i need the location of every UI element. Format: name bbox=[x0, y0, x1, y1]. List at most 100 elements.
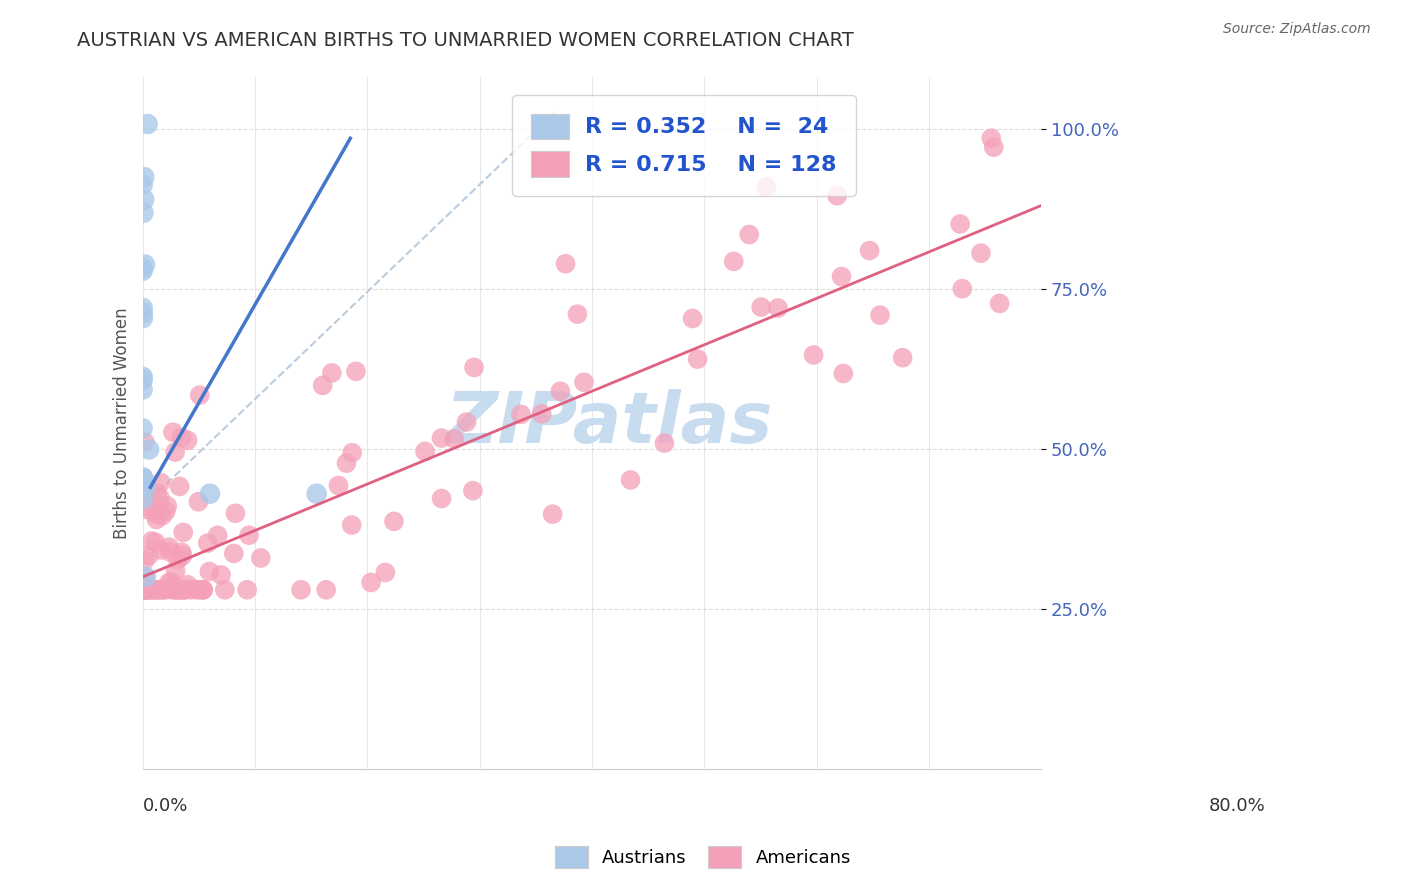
Legend: Austrians, Americans: Austrians, Americans bbox=[544, 835, 862, 879]
Americans bbox=[152, 582, 174, 597]
Americans bbox=[165, 564, 187, 578]
Americans bbox=[983, 140, 1005, 154]
Americans bbox=[430, 491, 453, 506]
Americans bbox=[949, 217, 972, 231]
Americans bbox=[554, 257, 576, 271]
Americans bbox=[619, 473, 641, 487]
Americans bbox=[315, 582, 337, 597]
Americans bbox=[236, 582, 259, 597]
Americans bbox=[142, 582, 165, 597]
Americans bbox=[139, 582, 162, 597]
Americans bbox=[134, 435, 156, 450]
Americans bbox=[169, 479, 191, 493]
Americans bbox=[456, 415, 478, 429]
Austrians bbox=[131, 261, 153, 276]
Americans bbox=[344, 364, 367, 378]
Americans bbox=[430, 431, 453, 445]
Americans bbox=[134, 570, 156, 584]
Austrians bbox=[132, 306, 155, 320]
Americans bbox=[134, 480, 156, 494]
Austrians bbox=[131, 421, 153, 435]
Austrians bbox=[134, 258, 156, 272]
Austrians bbox=[131, 301, 153, 315]
Americans bbox=[374, 566, 396, 580]
Austrians bbox=[131, 471, 153, 485]
Americans bbox=[766, 301, 789, 315]
Americans bbox=[159, 545, 181, 559]
Americans bbox=[150, 542, 173, 557]
Americans bbox=[145, 507, 167, 521]
Americans bbox=[209, 568, 232, 582]
Americans bbox=[222, 546, 245, 560]
Americans bbox=[172, 582, 194, 597]
Americans bbox=[172, 525, 194, 540]
Americans bbox=[832, 367, 855, 381]
Americans bbox=[567, 307, 589, 321]
Americans bbox=[176, 434, 198, 448]
Text: AUSTRIAN VS AMERICAN BIRTHS TO UNMARRIED WOMEN CORRELATION CHART: AUSTRIAN VS AMERICAN BIRTHS TO UNMARRIED… bbox=[77, 31, 853, 50]
Americans bbox=[340, 518, 363, 533]
Austrians bbox=[198, 486, 221, 500]
Americans bbox=[755, 180, 778, 194]
Americans bbox=[572, 376, 595, 390]
Americans bbox=[988, 296, 1011, 310]
Americans bbox=[136, 500, 159, 514]
Americans bbox=[238, 528, 260, 542]
Americans bbox=[165, 582, 187, 597]
Americans bbox=[443, 432, 465, 446]
Americans bbox=[145, 486, 167, 500]
Austrians bbox=[131, 472, 153, 486]
Americans bbox=[166, 552, 188, 566]
Americans bbox=[134, 582, 156, 597]
Americans bbox=[290, 582, 312, 597]
Americans bbox=[141, 533, 163, 548]
Americans bbox=[149, 475, 172, 490]
Austrians bbox=[131, 178, 153, 192]
Americans bbox=[145, 582, 167, 597]
Americans bbox=[321, 366, 343, 380]
Americans bbox=[187, 494, 209, 508]
Americans bbox=[142, 582, 165, 597]
Americans bbox=[831, 269, 853, 284]
Austrians bbox=[132, 311, 155, 326]
Americans bbox=[162, 582, 184, 597]
Austrians bbox=[134, 170, 156, 185]
Americans bbox=[172, 582, 194, 597]
Y-axis label: Births to Unmarried Women: Births to Unmarried Women bbox=[114, 308, 131, 539]
Americans bbox=[134, 582, 156, 597]
Americans bbox=[530, 407, 553, 421]
Americans bbox=[550, 384, 572, 399]
Americans bbox=[187, 582, 209, 597]
Americans bbox=[461, 483, 484, 498]
Legend: R = 0.352    N =  24, R = 0.715    N = 128: R = 0.352 N = 24, R = 0.715 N = 128 bbox=[512, 95, 856, 195]
Americans bbox=[382, 514, 405, 528]
Americans bbox=[155, 582, 177, 597]
Americans bbox=[134, 553, 156, 567]
Americans bbox=[134, 582, 156, 597]
Americans bbox=[176, 578, 198, 592]
Americans bbox=[825, 188, 848, 202]
Americans bbox=[360, 575, 382, 590]
Americans bbox=[970, 246, 993, 260]
Americans bbox=[891, 351, 914, 365]
Americans bbox=[541, 507, 564, 521]
Text: 80.0%: 80.0% bbox=[1209, 797, 1265, 814]
Americans bbox=[191, 582, 214, 597]
Americans bbox=[145, 535, 167, 549]
Americans bbox=[328, 478, 350, 492]
Americans bbox=[145, 512, 167, 526]
Americans bbox=[146, 582, 169, 597]
Austrians bbox=[132, 205, 155, 219]
Americans bbox=[162, 425, 184, 440]
Austrians bbox=[131, 264, 153, 278]
Americans bbox=[134, 582, 156, 597]
Americans bbox=[167, 582, 190, 597]
Americans bbox=[157, 540, 180, 554]
Americans bbox=[510, 408, 533, 422]
Americans bbox=[136, 582, 159, 597]
Americans bbox=[156, 499, 179, 513]
Text: ZIPatlas: ZIPatlas bbox=[446, 389, 773, 458]
Americans bbox=[193, 582, 215, 597]
Americans bbox=[170, 431, 193, 445]
Americans bbox=[197, 536, 219, 550]
